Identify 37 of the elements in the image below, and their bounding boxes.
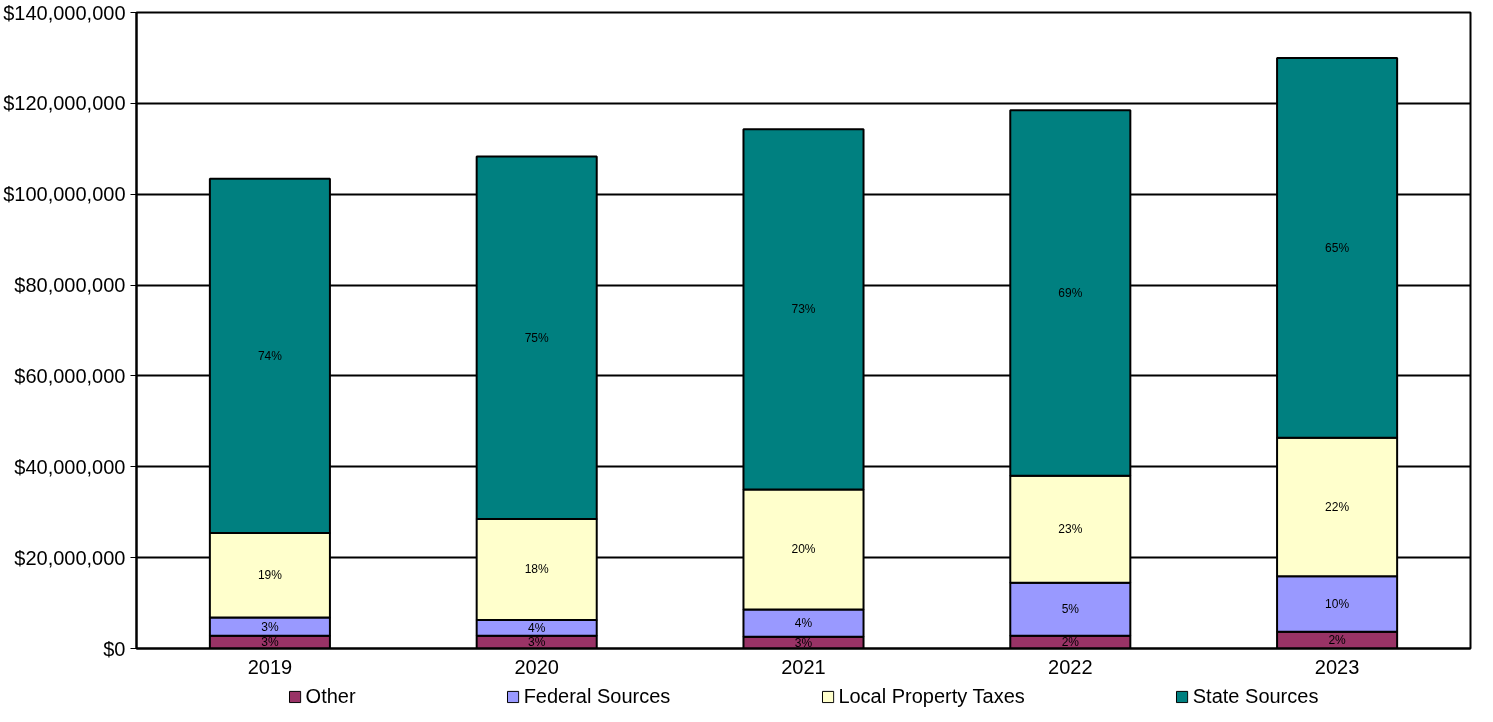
x-tick-label: 2021 (781, 655, 826, 678)
annotation: 5% (1061, 602, 1080, 617)
annotation: 18% (524, 562, 550, 577)
annotation: 73% (791, 302, 816, 317)
y-tick-label: $60,000,000 (14, 364, 126, 387)
annotation: 23% (1058, 522, 1083, 537)
annotation: 4% (794, 616, 813, 631)
legend-label: State Sources (1192, 684, 1319, 708)
annotation: 19% (257, 568, 283, 583)
annotation: 3% (261, 635, 279, 650)
annotation: 3% (794, 635, 813, 650)
x-tick-label: 2022 (1048, 655, 1093, 678)
legend-label: Local Property Taxes (838, 684, 1025, 708)
legend-label: Federal Sources (523, 684, 671, 708)
annotation: 4% (528, 620, 546, 635)
annotation: 22% (1325, 499, 1350, 514)
legend-label: Other (305, 684, 356, 708)
y-tick-label: $120,000,000 (3, 92, 126, 115)
y-tick-label: $80,000,000 (14, 274, 126, 297)
y-tick-label: $0 (103, 637, 126, 660)
annotation: 2% (1328, 633, 1347, 648)
annotation: 10% (1325, 596, 1350, 611)
annotation: 3% (261, 619, 279, 634)
annotation: 3% (528, 635, 546, 650)
x-tick-label: 2023 (1314, 655, 1360, 678)
annotation: 74% (257, 348, 283, 363)
annotation: 65% (1325, 240, 1350, 255)
annotation: 75% (524, 330, 550, 345)
annotation: 69% (1058, 286, 1083, 301)
annotation: 2% (1061, 635, 1080, 650)
y-tick-label: $140,000,000 (3, 1, 126, 24)
y-tick-label: $20,000,000 (14, 546, 126, 569)
y-tick-label: $100,000,000 (3, 183, 126, 206)
x-tick-label: 2019 (247, 655, 293, 678)
x-tick-label: 2020 (514, 655, 559, 678)
annotation: 20% (791, 542, 816, 557)
y-tick-label: $40,000,000 (14, 455, 126, 478)
